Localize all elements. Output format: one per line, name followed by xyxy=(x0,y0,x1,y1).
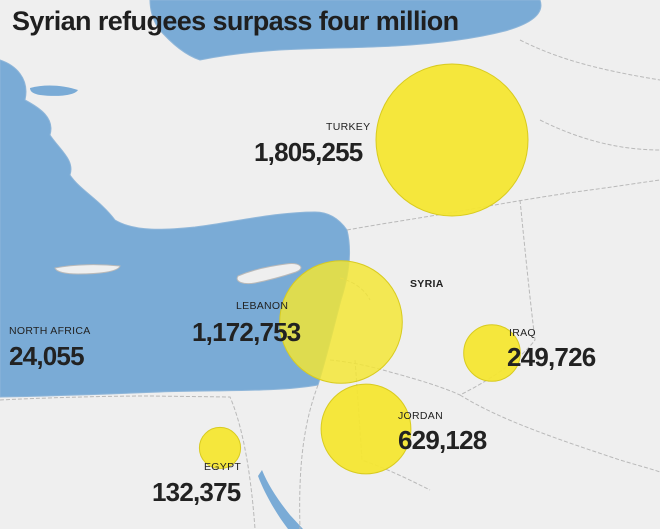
turkey-bubble xyxy=(375,63,529,217)
turkey-value: 1,805,255 xyxy=(254,137,363,167)
jordan-bubble xyxy=(320,383,412,475)
jordan-value: 629,128 xyxy=(398,425,487,455)
lebanon-name: LEBANON xyxy=(236,300,289,312)
iraq-bubble xyxy=(463,324,521,382)
region-label-syria: SYRIA xyxy=(410,278,444,290)
crete xyxy=(54,264,121,275)
north-africa-name: NORTH AFRICA xyxy=(9,325,91,337)
jordan-name: JORDAN xyxy=(398,410,443,422)
iraq-value: 249,726 xyxy=(507,342,596,372)
egypt-bubble xyxy=(198,426,242,470)
refugee-bubbles xyxy=(198,63,529,475)
black-sea xyxy=(149,0,542,61)
iraq-name: IRAQ xyxy=(509,327,536,339)
turkey-name: TURKEY xyxy=(326,121,371,133)
lebanon-bubble xyxy=(279,260,403,384)
map-title: Syrian refugees surpass four million xyxy=(12,6,459,36)
egypt-name: EGYPT xyxy=(204,461,242,473)
cyprus xyxy=(236,263,302,285)
mediterranean-sea xyxy=(0,59,350,398)
lebanon-value: 1,172,753 xyxy=(192,317,301,347)
marmara-sea xyxy=(30,85,78,96)
red-sea xyxy=(258,470,303,529)
north-africa-value: 24,055 xyxy=(9,341,85,371)
egypt-value: 132,375 xyxy=(152,477,241,507)
